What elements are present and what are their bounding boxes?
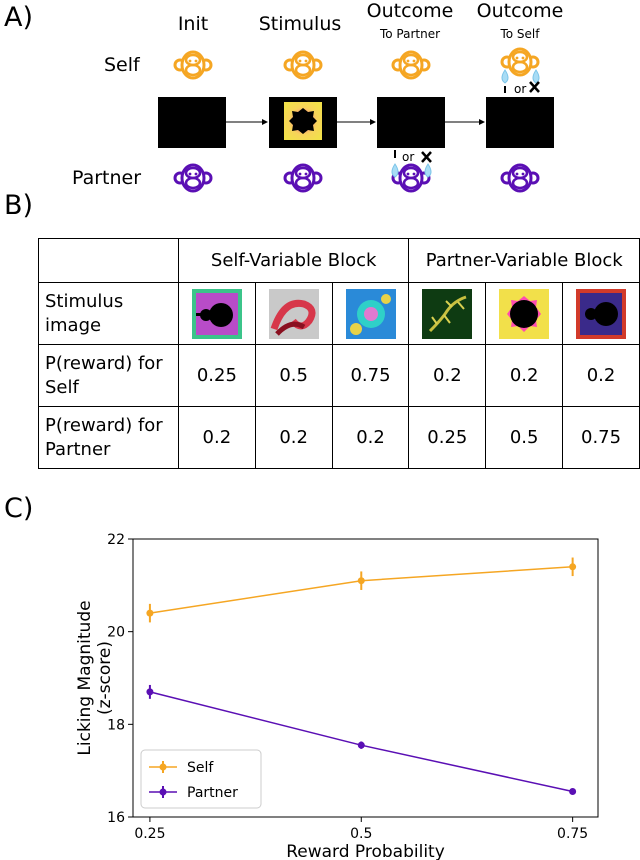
x-tick-label: 0.75 — [557, 826, 588, 842]
reward-drop-icon-self — [501, 69, 540, 93]
fractal-green-icon — [191, 288, 242, 339]
y-axis-label: Licking Magnitude(z-score) — [75, 600, 115, 755]
stage-outcome-partner-sub: To Partner — [379, 27, 441, 41]
y-tick-label: 22 — [107, 532, 125, 548]
table-cell: 0.2 — [485, 344, 564, 407]
panel-b-label: B) — [4, 190, 34, 221]
fractal-spiral-icon — [268, 288, 319, 339]
table-cell: 0.2 — [331, 406, 410, 469]
task-timeline-diagram: or or — [158, 47, 554, 193]
self-monkey-icon-outcome-partner — [391, 50, 431, 80]
stage-outcome-self-label: Outcome — [476, 0, 564, 22]
table-cell: 0.25 — [177, 344, 256, 407]
data-point — [569, 563, 577, 571]
self-monkey-icon-stimulus — [283, 50, 323, 80]
table-cell: 0.2 — [177, 406, 256, 469]
legend-marker — [159, 788, 167, 796]
legend-label: Partner — [187, 785, 238, 801]
reward-drop-icon-partner — [391, 150, 432, 178]
partner-monkey-icon-outcome-partner — [391, 163, 431, 193]
y-axis-label-line: Licking Magnitude — [75, 600, 95, 755]
table-row-self-reward: P(reward) for Self 0.25 0.5 0.75 0.2 0.2… — [38, 344, 640, 407]
x-tick-label: 0.5 — [350, 826, 372, 842]
row-label-self-reward: P(reward) for Self — [38, 344, 179, 407]
self-role-label: Self — [104, 54, 140, 76]
or-text-self: or — [514, 82, 526, 96]
partner-monkey-icon-outcome-self — [500, 163, 540, 193]
fractal-purple-icon — [576, 288, 627, 339]
y-tick-label: 16 — [107, 810, 125, 826]
fractal-blue-icon — [345, 288, 396, 339]
partner-monkey-icon-init — [173, 163, 213, 193]
y-tick-label: 18 — [107, 717, 125, 733]
table-cell: 0.75 — [562, 406, 640, 469]
legend-box — [140, 749, 262, 809]
no-reward-x-icon-partner — [421, 151, 432, 163]
table-header-row: Self-Variable Block Partner-Variable Blo… — [38, 238, 640, 283]
stage-outcome-partner-label: Outcome — [366, 0, 454, 22]
stage-init-label: Init — [177, 13, 209, 35]
self-monkey-icon-outcome-self — [500, 47, 540, 77]
partner-monkey-icon-stimulus — [283, 163, 323, 193]
table-cell: 0.2 — [562, 344, 640, 407]
y-tick-label: 20 — [107, 625, 125, 641]
or-text-partner: or — [402, 150, 414, 164]
legend-marker — [159, 763, 167, 771]
table-cell: 0.25 — [408, 406, 487, 469]
screen-outcome-self — [486, 97, 554, 148]
self-variable-block-header: Self-Variable Block — [177, 238, 410, 283]
y-axis-label-line: (z-score) — [95, 641, 115, 715]
table-cell: 0.5 — [254, 344, 333, 407]
fractal-fern-icon — [422, 288, 473, 339]
conditions-table: Self-Variable Block Partner-Variable Blo… — [38, 238, 640, 469]
table-cell: 0.2 — [408, 344, 487, 407]
stimulus-fractal-icon — [284, 102, 322, 140]
data-point — [146, 609, 154, 617]
table-cell: 0.75 — [331, 344, 410, 407]
table-cell: 0.5 — [485, 406, 564, 469]
x-axis-label: Reward Probability — [286, 842, 445, 860]
table-row-partner-reward: P(reward) for Partner 0.2 0.2 0.2 0.25 0… — [38, 406, 640, 469]
licking-magnitude-chart: 16 18 20 22 0.25 0.5 0.75 Reward Probability Lic… — [75, 532, 599, 860]
partner-role-label: Partner — [72, 167, 142, 189]
x-tick-label: 0.25 — [134, 826, 165, 842]
panel-a-label: A) — [4, 2, 34, 33]
screen-outcome-partner — [377, 97, 445, 148]
screen-init — [158, 97, 226, 148]
table-cell: 0.2 — [254, 406, 333, 469]
fractal-yellow-icon — [499, 288, 550, 339]
partner-variable-block-header: Partner-Variable Block — [408, 238, 640, 283]
panel-c-label: C) — [4, 493, 34, 524]
stage-stimulus-label: Stimulus — [258, 13, 342, 35]
data-point — [569, 788, 577, 796]
row-label-stimulus: Stimulus image — [38, 282, 179, 345]
data-point — [357, 741, 365, 749]
row-label-partner-reward: P(reward) for Partner — [38, 406, 179, 469]
stage-outcome-self-sub: To Self — [500, 27, 540, 41]
legend-label: Self — [187, 760, 214, 776]
data-point — [146, 688, 154, 696]
data-point — [357, 577, 365, 585]
self-monkey-icon-init — [173, 50, 213, 80]
no-reward-x-icon-self — [529, 81, 540, 93]
plot-frame — [132, 538, 599, 818]
table-row-stimulus: Stimulus image — [38, 282, 640, 345]
